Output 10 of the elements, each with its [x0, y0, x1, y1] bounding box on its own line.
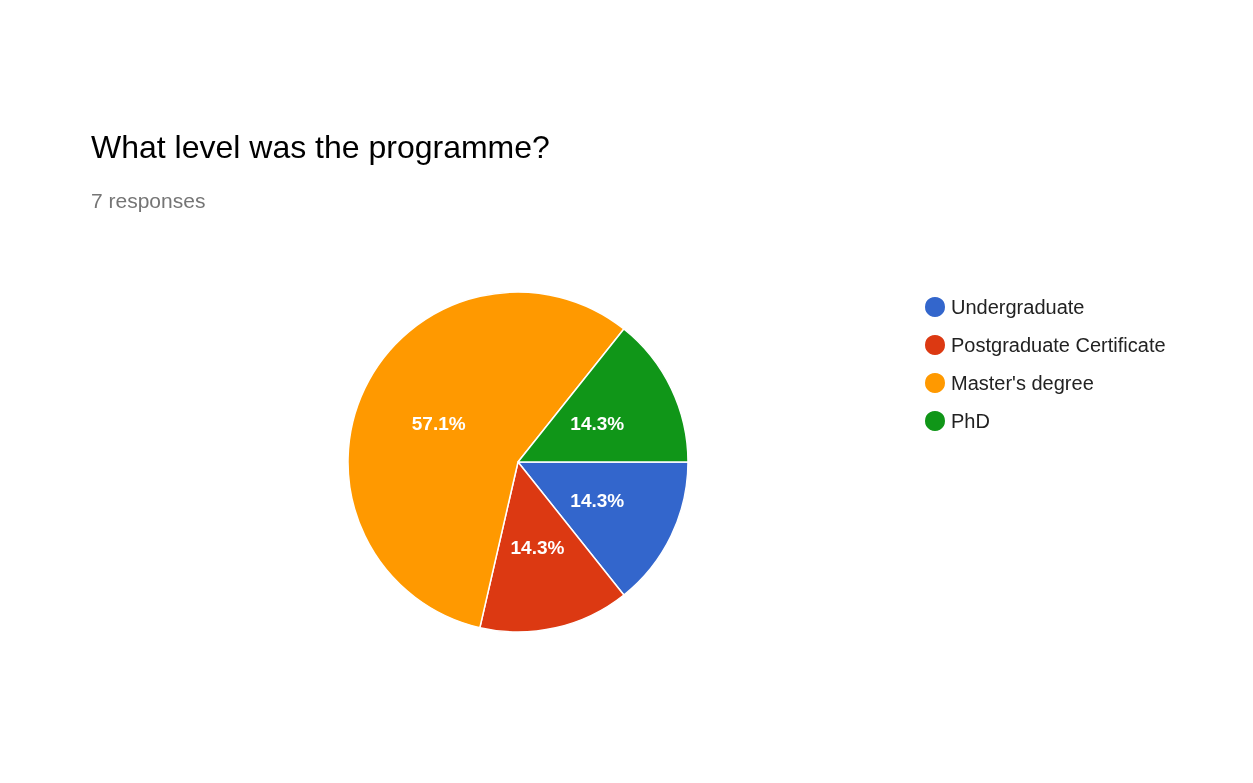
text: 7 responses	[91, 189, 206, 212]
data-label: 14.3%	[570, 413, 625, 435]
data-label: 14.3%	[570, 489, 625, 511]
chart-title: What level was the programme?	[91, 129, 550, 165]
legend-label: Undergraduate	[951, 296, 1085, 318]
data-label: 14.3%	[510, 537, 565, 559]
data-label: 57.1%	[411, 413, 466, 435]
legend-label: Postgraduate Certificate	[951, 334, 1166, 356]
legend-label: PhD	[951, 410, 990, 432]
legend-label: Master's degree	[951, 372, 1094, 394]
